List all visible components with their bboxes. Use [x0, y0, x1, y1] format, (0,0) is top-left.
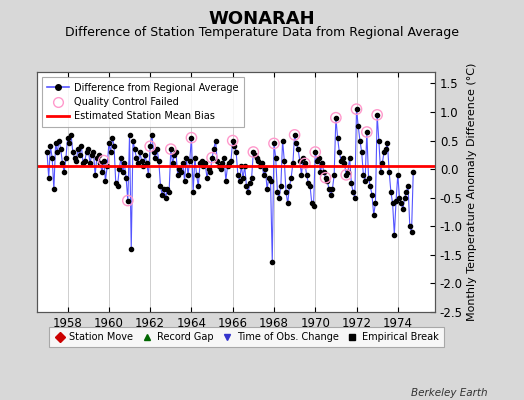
Point — [100, 157, 108, 164]
Point — [363, 129, 371, 135]
Text: Difference of Station Temperature Data from Regional Average: Difference of Station Temperature Data f… — [65, 26, 459, 39]
Legend: Difference from Regional Average, Quality Control Failed, Estimated Station Mean: Difference from Regional Average, Qualit… — [41, 77, 244, 127]
Text: Berkeley Earth: Berkeley Earth — [411, 388, 487, 398]
Legend: Station Move, Record Gap, Time of Obs. Change, Empirical Break: Station Move, Record Gap, Time of Obs. C… — [49, 327, 443, 347]
Point — [290, 132, 299, 138]
Point — [146, 143, 155, 150]
Point — [167, 146, 175, 152]
Point — [270, 140, 278, 147]
Point — [301, 160, 309, 167]
Point — [124, 197, 132, 204]
Point — [342, 172, 351, 178]
Point — [228, 137, 237, 144]
Point — [321, 174, 330, 181]
Y-axis label: Monthly Temperature Anomaly Difference (°C): Monthly Temperature Anomaly Difference (… — [467, 63, 477, 321]
Point — [208, 154, 216, 161]
Point — [187, 134, 195, 141]
Point — [352, 106, 361, 112]
Point — [249, 149, 257, 155]
Point — [373, 112, 381, 118]
Point — [311, 149, 320, 155]
Point — [332, 114, 340, 121]
Text: WONARAH: WONARAH — [209, 10, 315, 28]
